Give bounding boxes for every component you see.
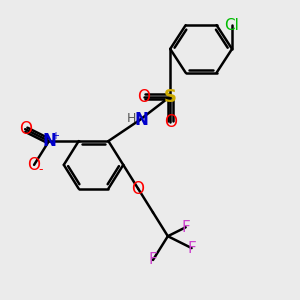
Text: +: + [52, 131, 59, 141]
Text: O: O [164, 113, 177, 131]
Text: O: O [138, 88, 151, 106]
Text: O: O [132, 180, 145, 198]
Text: -: - [38, 163, 43, 176]
Text: H: H [126, 112, 136, 125]
Text: S: S [164, 88, 177, 106]
Text: F: F [148, 253, 157, 268]
Text: N: N [135, 111, 148, 129]
Text: O: O [28, 156, 40, 174]
Text: O: O [19, 120, 32, 138]
Text: N: N [42, 132, 56, 150]
Text: Cl: Cl [225, 18, 239, 33]
Text: F: F [187, 241, 196, 256]
Text: F: F [181, 220, 190, 235]
